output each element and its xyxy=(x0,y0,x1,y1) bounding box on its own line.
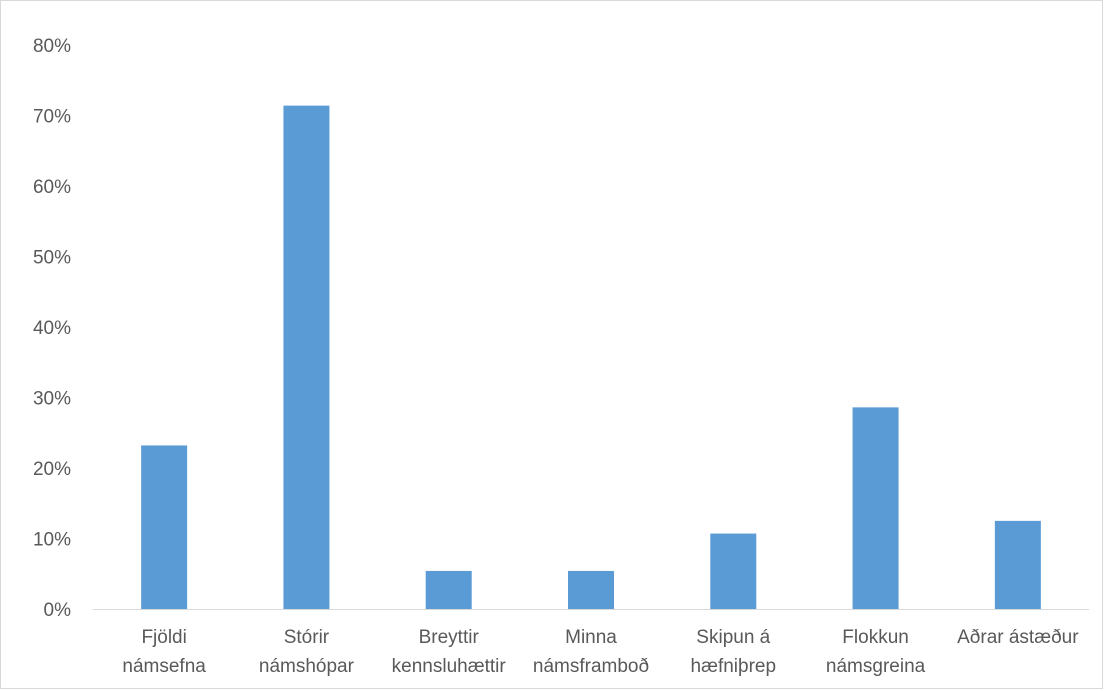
y-tick-label: 0% xyxy=(44,600,72,621)
category-label: Minna námsframboð xyxy=(533,627,649,677)
category-labels: Fjöldi námsefna Stórir námshópar Breyttir ken… xyxy=(122,627,1079,677)
bar xyxy=(425,570,472,609)
category-label: Skipun á hæfniþrep xyxy=(691,627,777,677)
y-tick-label: 50% xyxy=(33,248,71,269)
category-label: Breyttir kennsluhættir xyxy=(392,627,507,677)
category-label: Stórir námshópar xyxy=(259,627,355,677)
bar xyxy=(994,520,1041,609)
bar xyxy=(710,533,757,609)
bars xyxy=(141,105,1041,609)
category-label: Fjöldi námsefna xyxy=(122,627,206,677)
category-label: Aðrar ástæður xyxy=(957,627,1079,648)
bar xyxy=(568,570,614,609)
y-tick-label: 20% xyxy=(33,459,71,480)
y-tick-label: 30% xyxy=(33,389,71,410)
category-label: Flokkun námsgreina xyxy=(826,627,926,677)
bar xyxy=(852,407,899,609)
y-tick-label: 60% xyxy=(33,177,71,198)
bar xyxy=(283,105,330,609)
y-axis-ticks: 0% 10% 20% 30% 40% 50% 60% 70% 80% xyxy=(33,36,71,621)
bar xyxy=(141,445,188,609)
y-tick-label: 80% xyxy=(33,36,71,57)
y-tick-label: 70% xyxy=(33,107,71,128)
y-tick-label: 40% xyxy=(33,318,71,339)
y-tick-label: 10% xyxy=(33,530,71,551)
